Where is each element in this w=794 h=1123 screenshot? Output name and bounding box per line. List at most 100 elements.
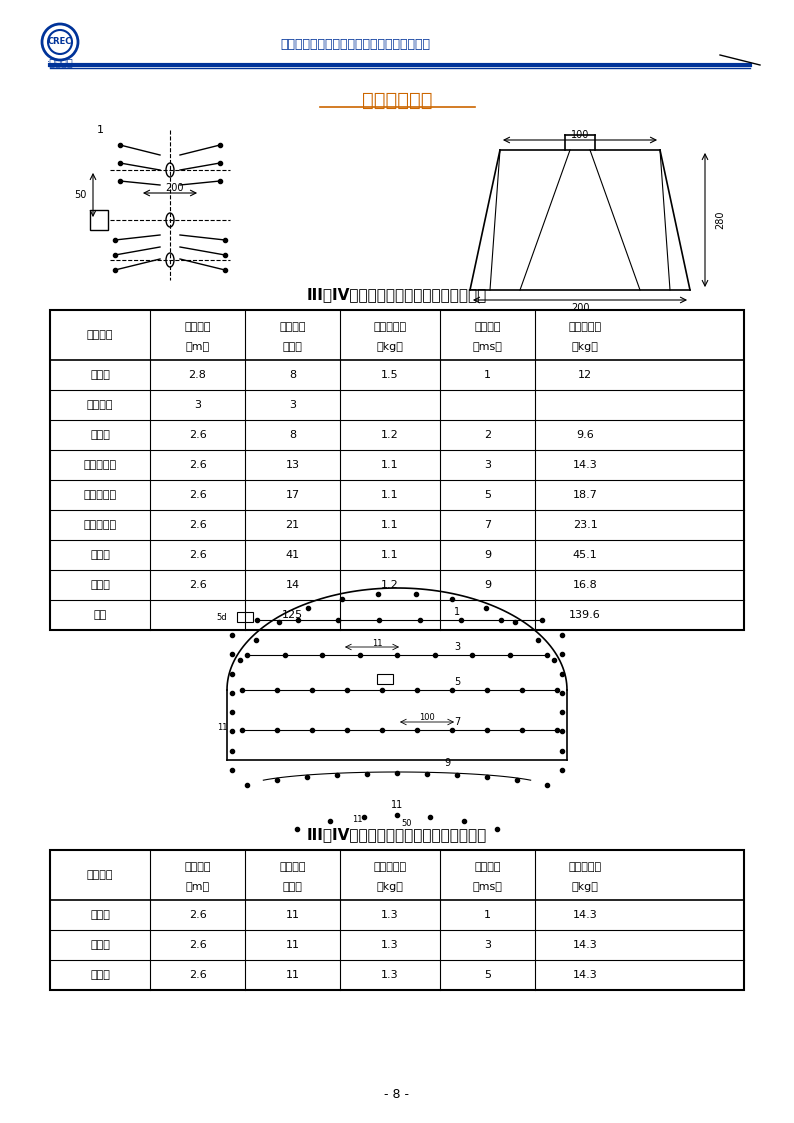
Text: 100: 100 [419, 713, 435, 722]
Text: 11: 11 [286, 910, 299, 920]
Text: 11: 11 [372, 639, 382, 648]
Text: 二圈崩落孔: 二圈崩落孔 [83, 490, 117, 500]
Text: 11: 11 [352, 815, 362, 824]
Text: :中国中铁: :中国中铁 [47, 57, 73, 67]
Text: 9: 9 [444, 758, 450, 768]
Text: 炮孔类型: 炮孔类型 [87, 330, 114, 340]
Text: - 8 -: - 8 - [384, 1088, 410, 1102]
Text: 8: 8 [289, 369, 296, 380]
Text: 100: 100 [571, 130, 589, 140]
Text: 2.8: 2.8 [188, 369, 206, 380]
Text: 1: 1 [484, 369, 491, 380]
Text: 14.3: 14.3 [572, 970, 597, 980]
Text: 45.1: 45.1 [572, 550, 597, 560]
Bar [50, 850, 744, 990]
Text: 辅助孔: 辅助孔 [90, 430, 110, 440]
Text: 1.3: 1.3 [381, 940, 399, 950]
Text: 雷管段别: 雷管段别 [474, 322, 501, 332]
Text: 1.2: 1.2 [381, 579, 399, 590]
Text: 雷管段别: 雷管段别 [474, 862, 501, 871]
Text: （kg）: （kg） [376, 882, 403, 892]
Text: （ms）: （ms） [472, 882, 503, 892]
Text: 41: 41 [285, 550, 299, 560]
Text: 中间空孔: 中间空孔 [87, 400, 114, 410]
Text: 5d: 5d [217, 613, 227, 622]
Text: 139.6: 139.6 [569, 610, 601, 620]
Text: 炮孔类型: 炮孔类型 [87, 870, 114, 880]
Text: 1.1: 1.1 [381, 520, 399, 530]
Text: 2.6: 2.6 [189, 490, 206, 500]
Text: 2.6: 2.6 [189, 940, 206, 950]
Text: 1: 1 [97, 125, 103, 135]
Text: 1.1: 1.1 [381, 550, 399, 560]
Bar [50, 310, 744, 630]
Text: 1.5: 1.5 [381, 369, 399, 380]
Text: 280: 280 [715, 211, 725, 229]
Text: 三排孔: 三排孔 [90, 970, 110, 980]
Text: 9: 9 [484, 579, 491, 590]
Text: 1.1: 1.1 [381, 490, 399, 500]
Text: 2.6: 2.6 [189, 460, 206, 471]
Text: 1.1: 1.1 [381, 460, 399, 471]
Text: 5: 5 [484, 490, 491, 500]
Text: 14.3: 14.3 [572, 460, 597, 471]
Text: 三圈崩落孔: 三圈崩落孔 [83, 520, 117, 530]
Text: 一排孔: 一排孔 [90, 910, 110, 920]
Text: （个）: （个） [283, 343, 303, 351]
Text: （kg）: （kg） [572, 882, 599, 892]
Text: 3: 3 [194, 400, 201, 410]
Text: 1.2: 1.2 [381, 430, 399, 440]
Text: 7: 7 [484, 520, 491, 530]
Text: 一圈崩落孔: 一圈崩落孔 [83, 460, 117, 471]
Text: 11: 11 [286, 970, 299, 980]
Text: 11: 11 [391, 800, 403, 810]
Text: 14: 14 [285, 579, 299, 590]
Bar [90, 210, 108, 230]
Text: 5: 5 [484, 970, 491, 980]
Text: （m）: （m） [186, 343, 210, 351]
Text: 8: 8 [289, 430, 296, 440]
Text: 装药量小计: 装药量小计 [569, 862, 602, 871]
Text: 18.7: 18.7 [572, 490, 597, 500]
Text: （ms）: （ms） [472, 343, 503, 351]
Text: 16.8: 16.8 [572, 579, 597, 590]
Text: 3: 3 [484, 940, 491, 950]
Text: 2.6: 2.6 [189, 550, 206, 560]
Bar [377, 674, 393, 684]
Text: 3: 3 [289, 400, 296, 410]
Text: 中国中铁五局贵开铁路工程指挥部第二项目部: 中国中铁五局贵开铁路工程指挥部第二项目部 [280, 38, 430, 52]
Text: 50: 50 [74, 190, 87, 200]
Bar [237, 612, 253, 622]
Text: 单孔装药量: 单孔装药量 [373, 862, 407, 871]
Text: 200: 200 [166, 183, 184, 193]
Text: 17: 17 [285, 490, 299, 500]
Text: 掏槽孔: 掏槽孔 [90, 369, 110, 380]
Text: 14.3: 14.3 [572, 910, 597, 920]
Text: 21: 21 [285, 520, 299, 530]
Text: 底板孔: 底板孔 [90, 579, 110, 590]
Text: 总计: 总计 [94, 610, 106, 620]
Text: 2.6: 2.6 [189, 970, 206, 980]
Text: 2.6: 2.6 [189, 520, 206, 530]
Text: III、IV级围岩下断面掘进爆破单孔装药量: III、IV级围岩下断面掘进爆破单孔装药量 [306, 828, 488, 842]
Text: 12: 12 [578, 369, 592, 380]
Text: 2: 2 [484, 430, 491, 440]
Text: 9.6: 9.6 [576, 430, 594, 440]
Text: 11: 11 [217, 723, 227, 732]
Text: 单孔装药量: 单孔装药量 [373, 322, 407, 332]
Text: （个）: （个） [283, 882, 303, 892]
Text: 5: 5 [454, 677, 461, 687]
Text: 1: 1 [454, 608, 460, 617]
Text: 周边孔: 周边孔 [90, 550, 110, 560]
Text: 9: 9 [484, 550, 491, 560]
Text: （kg）: （kg） [572, 343, 599, 351]
Text: （m）: （m） [186, 882, 210, 892]
Text: 2.6: 2.6 [189, 579, 206, 590]
Text: 炮孔数量: 炮孔数量 [279, 862, 306, 871]
Text: 7: 7 [454, 716, 461, 727]
Text: 3: 3 [454, 642, 460, 652]
Text: 23.1: 23.1 [572, 520, 597, 530]
Text: 1.3: 1.3 [381, 910, 399, 920]
Text: 炮孔深度: 炮孔深度 [184, 322, 210, 332]
Text: 炮孔数量: 炮孔数量 [279, 322, 306, 332]
